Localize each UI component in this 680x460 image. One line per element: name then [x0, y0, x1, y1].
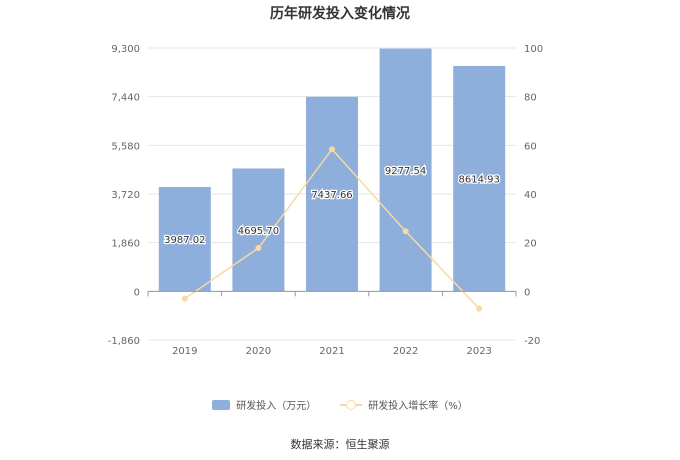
x-tick-label: 2022: [393, 346, 418, 357]
y-left-tick-label: -1,860: [108, 336, 140, 347]
bar: [306, 96, 358, 292]
line-series: [181, 146, 483, 312]
legend-line-swatch: [340, 399, 363, 410]
bar-value-label: 4695.70: [238, 226, 279, 237]
axes: -1,860 0 1,860 3,720 5,580 7,440 9,300 -20 0 20 40…: [108, 44, 543, 357]
y-right-tick-label: 100: [524, 44, 543, 55]
chart-title: 历年研发投入变化情况: [270, 6, 410, 22]
line-point: [476, 305, 483, 312]
bar-value-label: 7437.66: [311, 190, 352, 201]
bar: [158, 187, 211, 292]
legend-item-line[interactable]: 研发投入增长率（%）: [340, 397, 468, 412]
y-left-tick-label: 3,720: [111, 190, 140, 201]
y-left-tick-label: 7,440: [111, 93, 140, 104]
y-right-tick-label: -20: [524, 336, 540, 347]
bar: [379, 48, 432, 292]
data-labels: 3987.02 4695.70 7437.66 9277.54 8614.93: [163, 165, 501, 248]
bar-value-label: 9277.54: [385, 166, 426, 177]
line-point: [181, 295, 188, 302]
y-left-tick-label: 0: [134, 287, 140, 298]
line-point: [329, 146, 335, 153]
legend-bar-label: 研发投入（万元）: [236, 401, 317, 412]
bar: [232, 168, 285, 292]
x-tick-label: 2019: [172, 346, 197, 357]
y-left-tick-label: 5,580: [111, 141, 140, 152]
y-left-tick-label: 9,300: [111, 44, 140, 55]
y-right-tick-label: 40: [524, 190, 537, 201]
y-right-tick-label: 0: [524, 287, 530, 298]
bar-series: [158, 48, 506, 292]
legend-line-label: 研发投入增长率（%）: [368, 401, 468, 412]
data-source: 数据来源：恒生聚源: [290, 438, 390, 451]
line-point: [402, 228, 409, 235]
y-right-tick-label: 60: [524, 141, 537, 152]
bar-value-label: 3987.02: [164, 235, 205, 246]
y-right-tick-label: 20: [524, 239, 537, 250]
legend-item-bar[interactable]: 研发投入（万元）: [212, 397, 316, 412]
legend-bar-swatch: [212, 399, 231, 410]
legend: 研发投入（万元） 研发投入增长率（%）: [0, 397, 680, 412]
x-tick-label: 2023: [466, 346, 491, 357]
y-left-tick-label: 1,860: [111, 239, 140, 250]
bar: [453, 65, 506, 292]
x-tick-label: 2020: [246, 346, 271, 357]
x-tick-label: 2021: [319, 346, 344, 357]
y-right-tick-label: 80: [524, 93, 537, 104]
line-point: [255, 245, 262, 252]
bar-value-label: 8614.93: [459, 175, 500, 186]
